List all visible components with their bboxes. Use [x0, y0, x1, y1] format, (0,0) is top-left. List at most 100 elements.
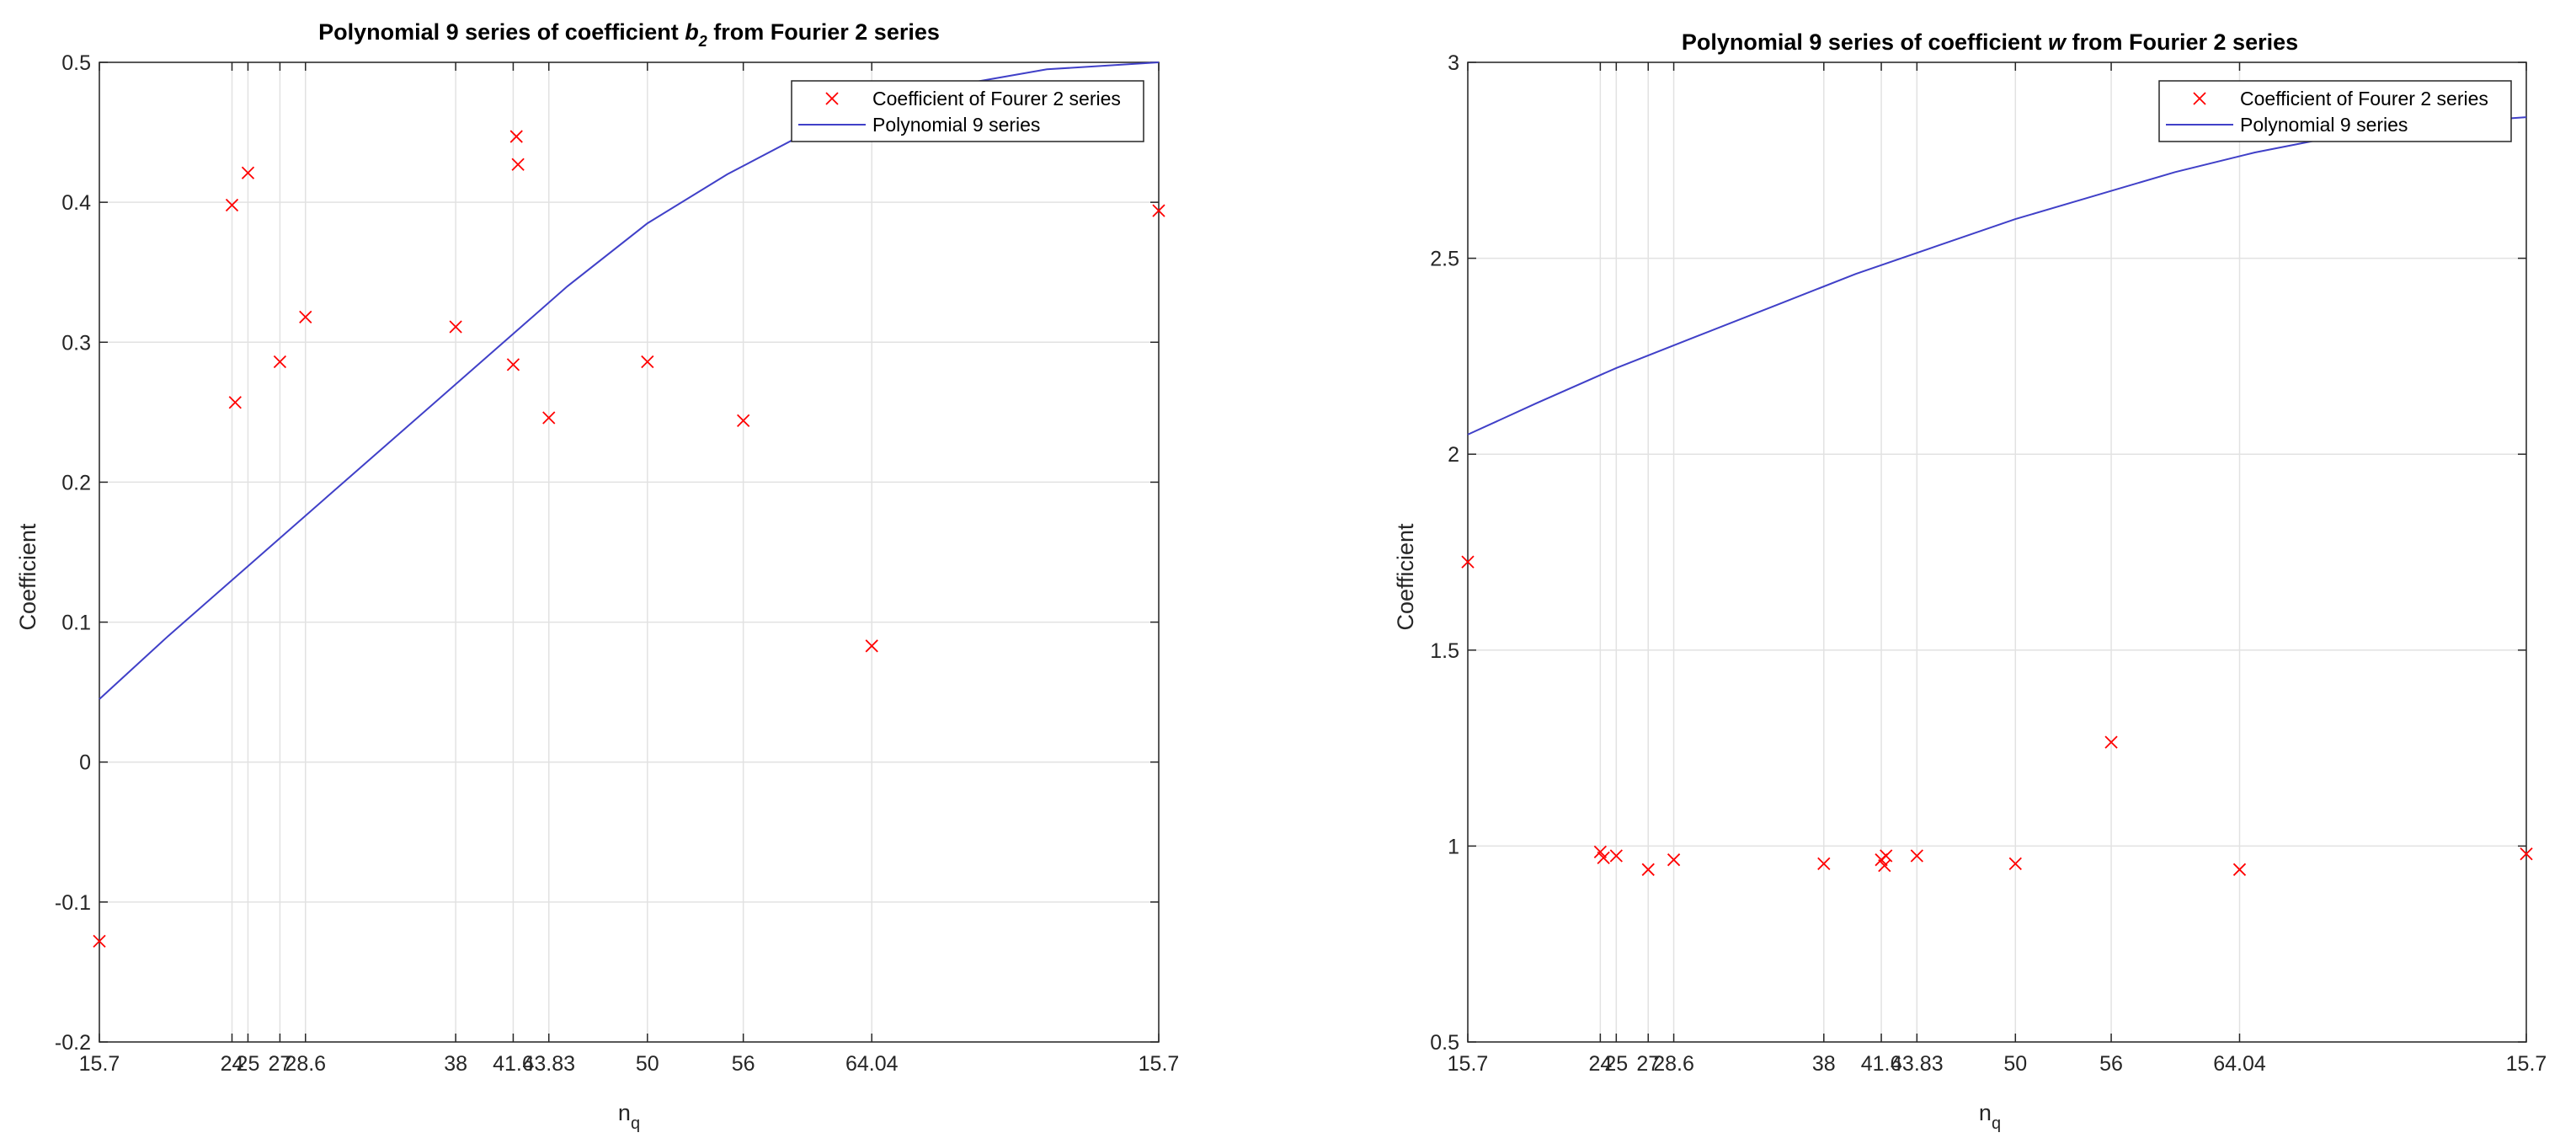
y-tick-label: 0.3: [61, 331, 91, 355]
data-point: [299, 310, 312, 324]
x-tick-label: 64.04: [2213, 1052, 2266, 1076]
data-point: [1910, 849, 1923, 863]
y-tick-label: 0.1: [61, 612, 91, 635]
legend-marker-stroke: [825, 92, 839, 105]
legend-marker: [825, 92, 839, 105]
data-point: [93, 934, 106, 948]
data-point-stroke: [1593, 845, 1607, 859]
x-tick-label: 50: [2003, 1052, 2027, 1076]
data-point: [1880, 849, 1893, 863]
data-point-stroke: [542, 411, 556, 425]
y-tick-label: 0.5: [1430, 1031, 1459, 1055]
y-tick-label: 0.2: [61, 471, 91, 494]
legend-box: [791, 80, 1144, 142]
data-point-stroke: [865, 639, 878, 653]
data-point: [641, 355, 654, 369]
x-tick-label: 56: [2099, 1052, 2123, 1076]
data-point-stroke: [1667, 853, 1681, 867]
data-point-stroke: [2232, 863, 2247, 876]
x-tick-label: 25: [237, 1052, 260, 1076]
data-point-stroke: [641, 355, 654, 369]
data-point-stroke: [737, 414, 750, 427]
x-tick-label: 38: [1812, 1052, 1836, 1076]
x-tick-label: 38: [444, 1052, 467, 1076]
right-plot-title: Polynomial 9 series of coefficient w fro…: [1682, 29, 2298, 55]
x-tick-label: 27: [1636, 1052, 1660, 1076]
data-point: [509, 130, 523, 143]
x-tick-label: 43.83: [1891, 1052, 1944, 1076]
data-point: [2232, 863, 2247, 876]
y-tick-label: 2.5: [1430, 248, 1459, 271]
axes-box: [99, 61, 1160, 1043]
y-tick-label: 3: [1448, 51, 1459, 75]
data-point-stroke: [93, 934, 106, 948]
x-tick-label: 41.6: [1861, 1052, 1902, 1076]
legend-label: Coefficient of Fourer 2 series: [872, 88, 1121, 110]
data-point-stroke: [511, 158, 525, 171]
y-tick-label: 0.5: [61, 51, 91, 75]
data-point: [2520, 847, 2533, 861]
y-tick-label: 2: [1448, 443, 1459, 467]
data-point: [228, 396, 242, 409]
data-point: [1593, 845, 1607, 859]
legend-label: Polynomial 9 series: [872, 114, 1040, 136]
data-point: [1609, 849, 1623, 863]
data-point-stroke: [299, 310, 312, 324]
data-point: [273, 355, 287, 369]
data-point-stroke: [273, 355, 287, 369]
x-tick-label: 41.6: [493, 1052, 534, 1076]
data-point-stroke: [1461, 555, 1475, 569]
left-plot-title: Polynomial 9 series of coefficient b2 fr…: [318, 19, 940, 50]
data-point-stroke: [1817, 857, 1831, 870]
data-point-stroke: [1880, 849, 1893, 863]
x-tick-label: 43.83: [522, 1052, 575, 1076]
y-tick-label: -0.2: [55, 1031, 91, 1055]
data-point-stroke: [1641, 863, 1655, 876]
data-point: [1152, 204, 1165, 217]
data-point: [1817, 857, 1831, 870]
data-point-stroke: [1597, 851, 1610, 864]
x-tick-label: 15.7: [79, 1052, 120, 1076]
data-point-stroke: [2520, 847, 2533, 861]
y-tick-label: 0.4: [61, 191, 91, 215]
right-y-axis-label: Coefficient: [1393, 523, 1418, 631]
data-point: [241, 166, 255, 179]
x-tick-label: 64.04: [845, 1052, 899, 1076]
x-tick-label: 15.7: [1139, 1052, 1180, 1076]
left-x-axis-label: nq: [618, 1100, 640, 1133]
plot-background: [1468, 62, 2526, 1042]
plot-background: [99, 62, 1159, 1042]
data-point: [225, 198, 239, 212]
data-point-stroke: [449, 320, 462, 334]
left-y-axis-label: Coefficient: [15, 523, 40, 631]
data-point: [506, 358, 520, 371]
data-point-stroke: [506, 358, 520, 371]
right-x-axis-label: nq: [1979, 1100, 2001, 1133]
x-tick-label: 50: [636, 1052, 659, 1076]
axes-box: [1467, 61, 2527, 1043]
legend-label: Polynomial 9 series: [2240, 114, 2408, 136]
x-tick-label: 15.7: [1448, 1052, 1489, 1076]
data-point-stroke: [228, 396, 242, 409]
x-tick-label: 25: [1604, 1052, 1628, 1076]
data-point-stroke: [241, 166, 255, 179]
x-tick-label: 27: [269, 1052, 292, 1076]
y-tick-label: 1: [1448, 835, 1459, 858]
data-point-stroke: [225, 198, 239, 212]
data-point-stroke: [1152, 204, 1165, 217]
y-tick-label: 1.5: [1430, 639, 1459, 663]
y-tick-label: -0.1: [55, 891, 91, 915]
data-point-stroke: [2104, 735, 2118, 749]
data-point: [865, 639, 878, 653]
legend-label: Coefficient of Fourer 2 series: [2240, 88, 2488, 110]
data-point: [737, 414, 750, 427]
x-tick-label: 24: [221, 1052, 244, 1076]
data-point: [1597, 851, 1610, 864]
data-point: [1461, 555, 1475, 569]
data-point-stroke: [1609, 849, 1623, 863]
data-point: [2008, 857, 2022, 870]
data-point-stroke: [2008, 857, 2022, 870]
x-tick-label: 28.6: [285, 1052, 326, 1076]
legend-box: [2158, 80, 2512, 142]
